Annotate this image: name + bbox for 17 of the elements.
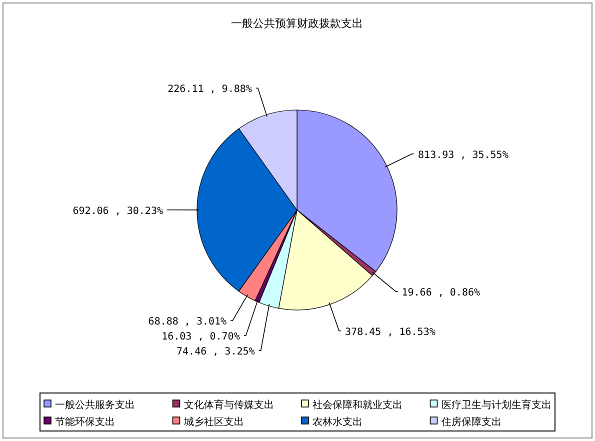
data-label: 16.03 , 0.70% [162, 332, 240, 343]
legend-label: 社会保障和就业支出 [312, 399, 402, 411]
data-label: 19.66 , 0.86% [402, 287, 480, 298]
legend-label: 城乡社区支出 [182, 416, 244, 428]
data-label: 813.93 , 35.55% [418, 150, 508, 161]
legend-label: 一般公共服务支出 [55, 399, 135, 411]
legend-label: 节能环保支出 [55, 416, 115, 428]
legend-label: 农林水支出 [312, 416, 362, 428]
data-label: 692.06 , 30.23% [72, 206, 163, 217]
data-label: 226.11 , 9.88% [168, 84, 252, 96]
data-label: 68.88 , 3.01% [148, 316, 227, 328]
legend-label: 住房保障支出 [441, 416, 502, 428]
data-label: 74.46 , 3.25% [176, 346, 255, 358]
legend-label: 医疗卫生与计划生育支出 [441, 399, 552, 411]
legend-label: 文化体育与传媒支出 [184, 399, 274, 411]
chart-title: 一般公共预算财政拨款支出 [231, 17, 363, 30]
data-label: 378.45 , 16.53% [345, 326, 436, 338]
